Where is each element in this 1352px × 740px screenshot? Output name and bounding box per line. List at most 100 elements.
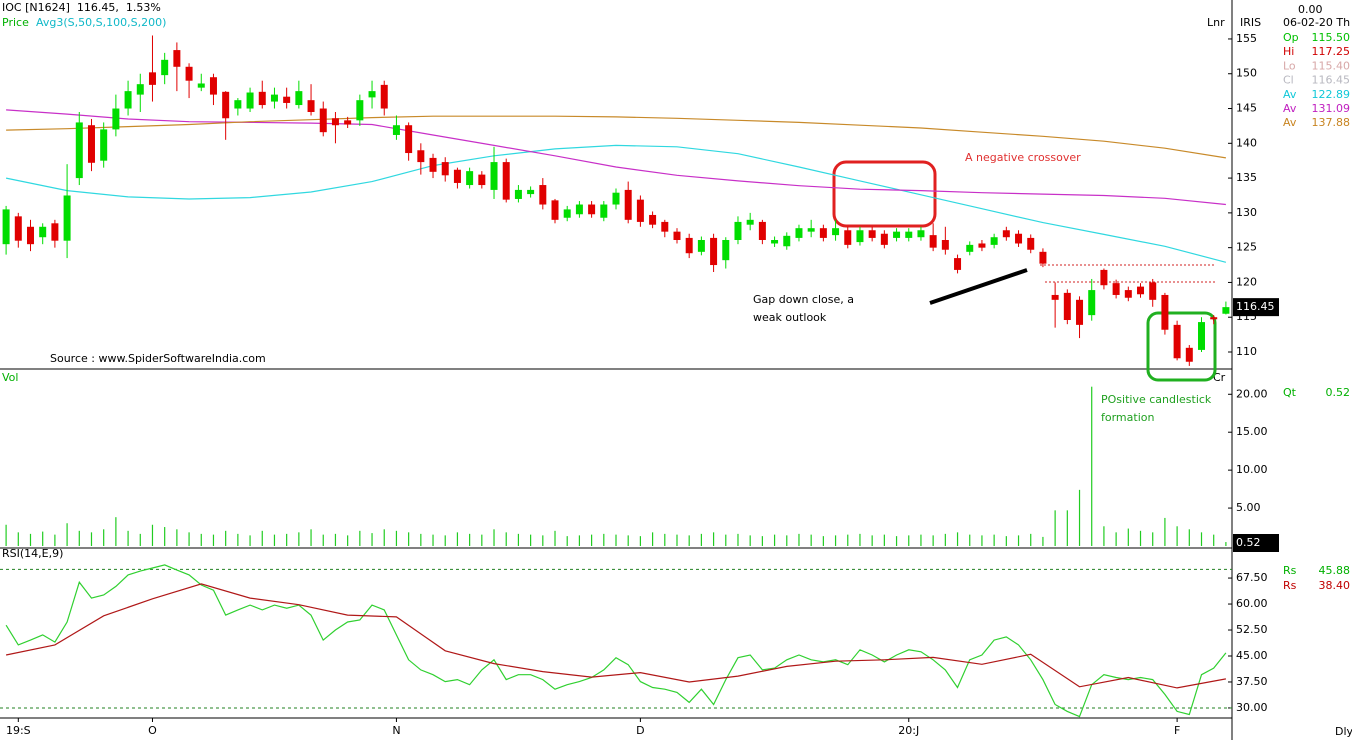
volume-bar	[408, 532, 410, 546]
y-tick-label: 5.00	[1236, 501, 1261, 514]
volume-bar	[1042, 536, 1044, 546]
volume-bar	[54, 534, 56, 546]
volume-bar	[261, 530, 263, 546]
volume-bar	[1139, 530, 1142, 546]
candle-body	[1051, 294, 1059, 300]
volume-bar	[1115, 532, 1117, 546]
candle-body	[600, 204, 608, 218]
candle-body	[624, 189, 632, 220]
candle-body	[527, 189, 535, 195]
candle-body	[844, 230, 852, 245]
volume-bar	[664, 533, 666, 546]
x-tick-label: 20:J	[898, 724, 919, 737]
volume-bar	[1078, 489, 1081, 546]
volume-bar	[310, 529, 312, 546]
volume-bar	[1164, 517, 1166, 546]
volume-bar	[395, 530, 398, 546]
panel-value: 137.88	[1312, 116, 1351, 129]
candle-body	[124, 91, 132, 109]
volume-bar	[871, 535, 873, 546]
annotation: POsitive candlestick	[1101, 393, 1212, 406]
volume-bar	[29, 533, 32, 546]
candle-body	[270, 94, 278, 102]
candle-body	[356, 100, 364, 121]
scale-label: Lnr	[1207, 16, 1225, 29]
candle-body	[63, 195, 71, 241]
panel-top: 0.00	[1298, 3, 1323, 16]
volume-bar	[127, 530, 129, 546]
candle-body	[1015, 233, 1023, 244]
volume-bar	[969, 534, 971, 546]
panel-label: Rs	[1283, 564, 1297, 577]
candle-body	[1002, 230, 1010, 238]
candle-body	[51, 223, 59, 241]
volume-bar	[212, 534, 215, 546]
volume-bar	[676, 534, 678, 546]
candle-body	[539, 185, 547, 205]
volume-bar	[334, 533, 337, 546]
volume-bar	[359, 530, 361, 546]
candle-body	[1112, 283, 1120, 295]
panel-value: 115.40	[1312, 59, 1351, 72]
candle-body	[697, 240, 705, 252]
candle-body	[1210, 317, 1218, 320]
candle-body	[368, 91, 376, 98]
volume-bar	[273, 534, 276, 546]
volume-bar	[432, 534, 434, 546]
x-tick-label: D	[636, 724, 644, 737]
candle-body	[331, 118, 339, 126]
volume-bar	[859, 533, 861, 546]
panel-label: Hi	[1283, 45, 1294, 58]
candle-body	[39, 226, 47, 238]
volume-bar	[66, 523, 68, 546]
panel-value: 117.25	[1312, 45, 1351, 58]
line-series	[5, 564, 1227, 718]
candle-body	[295, 91, 303, 106]
volume-bar	[188, 532, 190, 546]
volume-bar	[1225, 542, 1227, 546]
volume-bar	[920, 534, 922, 546]
candle-body	[197, 83, 205, 88]
volume-bar	[554, 530, 556, 546]
volume-bar	[1127, 528, 1129, 546]
volume-bar	[115, 517, 117, 546]
annotation-arrow	[929, 268, 1028, 305]
volume-bar	[542, 535, 544, 546]
candle-body	[307, 100, 315, 112]
y-tick-label: 10.00	[1236, 463, 1268, 476]
line-series	[6, 115, 1226, 159]
volume-bar	[773, 534, 776, 546]
candle-body	[1063, 292, 1071, 320]
quote: IOC [N1624] 116.45, 1.53%	[2, 1, 161, 14]
y-tick-label: 30.00	[1236, 701, 1268, 714]
volume-bar	[286, 533, 288, 546]
y-tick-label: 135	[1236, 171, 1257, 184]
candle-body	[502, 162, 510, 200]
volume-bar	[1054, 510, 1056, 546]
x-tick-label: F	[1174, 724, 1180, 737]
volume-bar	[139, 533, 141, 546]
volume-tag-bg	[1233, 534, 1279, 552]
candle-body	[795, 228, 803, 238]
candle-body	[771, 240, 779, 244]
volume-bar	[956, 532, 959, 546]
candle-body	[917, 230, 925, 238]
volume-bar	[822, 536, 824, 546]
candle-body	[954, 258, 962, 270]
panel-label: Av	[1283, 102, 1297, 115]
volume-bar	[103, 529, 105, 546]
volume-bar	[651, 532, 654, 546]
panel-value: 45.88	[1319, 564, 1351, 577]
panel-label: Rs	[1283, 579, 1297, 592]
y-tick-label: 37.50	[1236, 675, 1268, 688]
y-tick-label: 15.00	[1236, 425, 1268, 438]
volume-bar	[566, 536, 568, 546]
candle-body	[1076, 299, 1084, 325]
y-tick-label: 45.00	[1236, 649, 1268, 662]
volume-bar	[615, 534, 617, 546]
candle-body	[1222, 307, 1230, 314]
volume-bar	[200, 533, 202, 546]
volume-bar	[237, 533, 239, 546]
price-label: Price	[2, 16, 29, 29]
